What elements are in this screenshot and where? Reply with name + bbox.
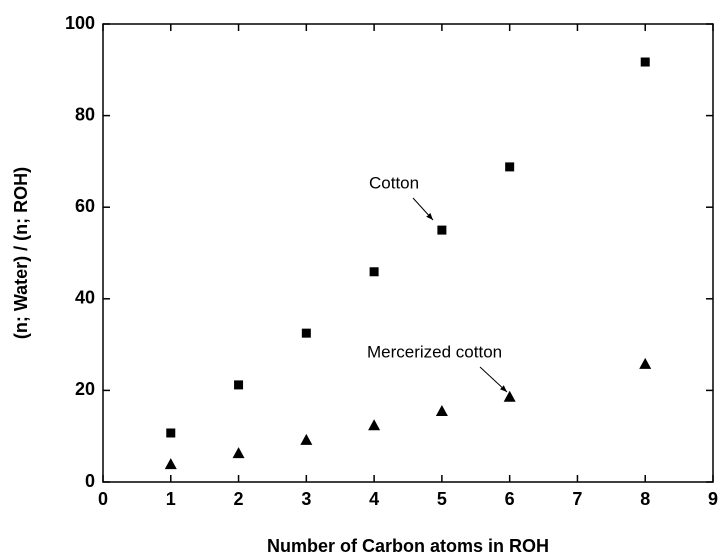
x-axis-label: Number of Carbon atoms in ROH — [267, 536, 549, 556]
plot-frame — [102, 23, 714, 483]
point — [368, 419, 381, 431]
point — [301, 328, 311, 338]
x-tick-label: 4 — [369, 489, 379, 509]
x-tick-label: 6 — [505, 489, 515, 509]
point — [505, 162, 515, 172]
y-tick-label: 0 — [85, 471, 95, 491]
point — [166, 428, 176, 438]
annotation-arrow — [479, 366, 508, 393]
point — [369, 267, 379, 277]
x-tick-label: 5 — [437, 489, 447, 509]
annotation: Mercerized cotton — [367, 342, 502, 361]
x-tick-label: 2 — [234, 489, 244, 509]
x-tick-label: 7 — [572, 489, 582, 509]
x-tick-label: 9 — [708, 489, 718, 509]
point — [435, 405, 448, 417]
y-tick-label: 40 — [75, 288, 95, 308]
y-tick-label: 20 — [75, 379, 95, 399]
x-tick-label: 1 — [166, 489, 176, 509]
point — [640, 57, 650, 67]
annotation-arrow — [412, 197, 434, 221]
y-tick-label: 80 — [75, 104, 95, 124]
point — [300, 433, 313, 445]
x-tick-label: 0 — [98, 489, 108, 509]
point — [232, 447, 245, 459]
y-axis-label: (n; Water) / (n; ROH) — [11, 167, 31, 339]
x-tick-label: 8 — [640, 489, 650, 509]
y-tick-label: 100 — [65, 13, 95, 33]
y-tick-label: 60 — [75, 196, 95, 216]
x-tick-label: 3 — [301, 489, 311, 509]
point — [503, 390, 516, 402]
point — [164, 458, 177, 470]
point — [234, 380, 244, 390]
point — [639, 357, 652, 369]
point — [437, 225, 447, 235]
annotation: Cotton — [369, 173, 419, 192]
